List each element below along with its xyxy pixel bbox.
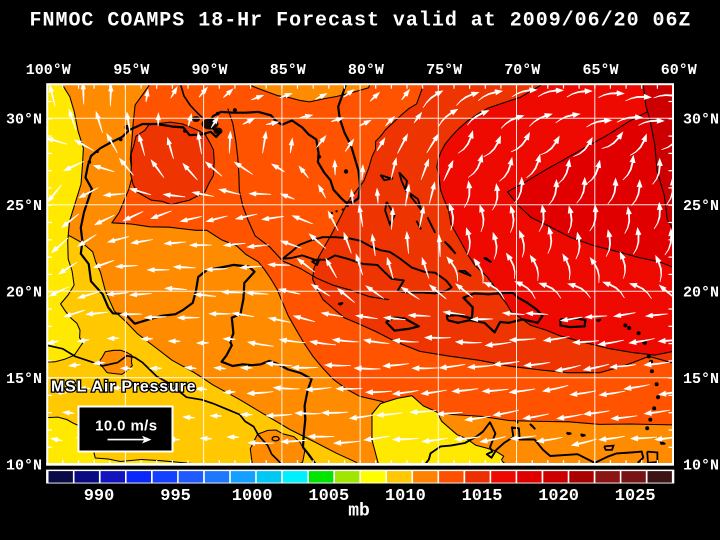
svg-text:25°N: 25°N xyxy=(683,198,719,215)
svg-text:1010: 1010 xyxy=(385,487,426,506)
svg-text:30°N: 30°N xyxy=(6,112,42,129)
svg-text:15°N: 15°N xyxy=(683,371,719,388)
svg-text:65°W: 65°W xyxy=(582,62,618,79)
svg-text:90°W: 90°W xyxy=(191,62,227,79)
svg-text:95°W: 95°W xyxy=(113,62,149,79)
svg-text:10°N: 10°N xyxy=(6,458,42,475)
svg-text:15°N: 15°N xyxy=(6,371,42,388)
svg-text:MSL Air Pressure: MSL Air Pressure xyxy=(51,379,196,396)
svg-text:10°N: 10°N xyxy=(683,458,719,475)
svg-text:75°W: 75°W xyxy=(426,62,462,79)
svg-text:25°N: 25°N xyxy=(6,198,42,215)
svg-text:85°W: 85°W xyxy=(270,62,306,79)
svg-text:FNMOC COAMPS 18-Hr Forecast va: FNMOC COAMPS 18-Hr Forecast valid at 200… xyxy=(30,10,691,33)
svg-text:990: 990 xyxy=(84,487,115,506)
svg-text:1000: 1000 xyxy=(232,487,273,506)
svg-text:10.0 m/s: 10.0 m/s xyxy=(95,418,157,435)
svg-text:1005: 1005 xyxy=(308,487,349,506)
svg-text:1025: 1025 xyxy=(615,487,656,506)
svg-text:100°W: 100°W xyxy=(26,62,71,79)
svg-text:1015: 1015 xyxy=(462,487,503,506)
svg-text:60°W: 60°W xyxy=(661,62,697,79)
svg-text:995: 995 xyxy=(160,487,191,506)
svg-text:1020: 1020 xyxy=(538,487,579,506)
svg-text:20°N: 20°N xyxy=(6,285,42,302)
svg-text:30°N: 30°N xyxy=(683,112,719,129)
svg-text:mb: mb xyxy=(348,502,370,522)
svg-text:70°W: 70°W xyxy=(504,62,540,79)
svg-text:20°N: 20°N xyxy=(683,285,719,302)
svg-text:80°W: 80°W xyxy=(348,62,384,79)
